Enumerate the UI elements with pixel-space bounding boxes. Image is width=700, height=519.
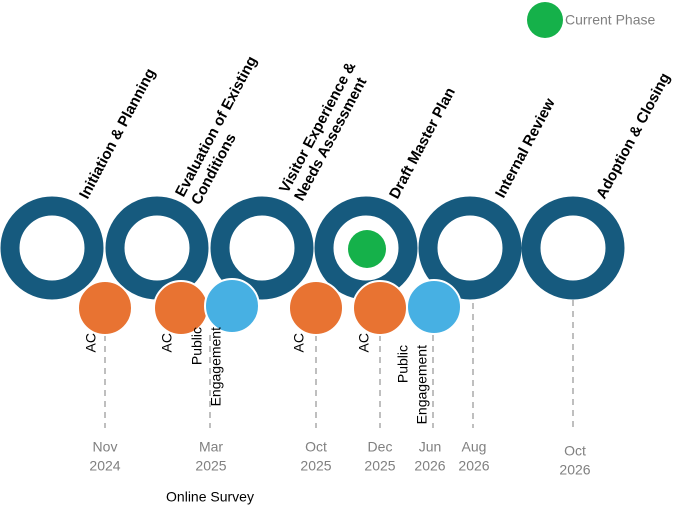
phase-rings bbox=[0, 196, 625, 300]
event-public bbox=[204, 278, 260, 334]
date-label: 2025 bbox=[300, 458, 331, 474]
date-label: Mar bbox=[199, 439, 223, 455]
phase-label: Internal Review bbox=[492, 95, 559, 200]
event-label: AC bbox=[83, 333, 99, 352]
date-label: Jun bbox=[419, 439, 442, 455]
event-label: Public bbox=[395, 345, 411, 383]
event-ac bbox=[352, 280, 408, 336]
event-circles bbox=[77, 278, 462, 336]
legend-marker bbox=[527, 2, 563, 38]
legend-label: Current Phase bbox=[565, 12, 655, 28]
event-ac bbox=[288, 280, 344, 336]
date-label: Nov bbox=[93, 439, 118, 455]
date-label: Oct bbox=[305, 439, 327, 455]
date-label: 2025 bbox=[195, 458, 226, 474]
current-phase-marker bbox=[348, 230, 386, 268]
event-ac bbox=[153, 280, 209, 336]
phase-label: Initiation & Planning bbox=[76, 66, 159, 202]
phase-label: Adoption & Closing bbox=[593, 70, 674, 202]
event-label: AC bbox=[291, 333, 307, 352]
phase-ring bbox=[0, 196, 104, 300]
event-label: Engagement bbox=[414, 345, 430, 425]
phase-label: Draft Master Plan bbox=[386, 85, 459, 202]
date-labels: Nov 2024 Mar 2025 Oct 2025 Dec 2025 Jun … bbox=[89, 439, 590, 478]
date-label: 2025 bbox=[364, 458, 395, 474]
phase-labels: Initiation & Planning Evaluation of Exis… bbox=[76, 53, 674, 207]
date-label: Oct bbox=[564, 443, 586, 459]
date-label: 2024 bbox=[89, 458, 120, 474]
date-label: Dec bbox=[368, 439, 393, 455]
event-public bbox=[406, 279, 462, 335]
date-label: 2026 bbox=[458, 458, 489, 474]
connectors bbox=[104, 292, 574, 432]
phase-ring bbox=[521, 196, 625, 300]
event-label: AC bbox=[159, 333, 175, 352]
event-label: AC bbox=[356, 333, 372, 352]
event-label: Public bbox=[189, 327, 205, 365]
phase-ring bbox=[105, 196, 209, 300]
phase-ring bbox=[210, 196, 314, 300]
event-label: Engagement bbox=[208, 327, 224, 407]
note: Online Survey bbox=[166, 489, 254, 505]
date-label: Aug bbox=[462, 439, 487, 455]
event-labels: AC AC Public Engagement AC AC Public Eng… bbox=[83, 327, 430, 425]
phase-ring bbox=[418, 196, 522, 300]
date-label: 2026 bbox=[414, 458, 445, 474]
event-ac bbox=[77, 280, 133, 336]
date-label: 2026 bbox=[559, 462, 590, 478]
